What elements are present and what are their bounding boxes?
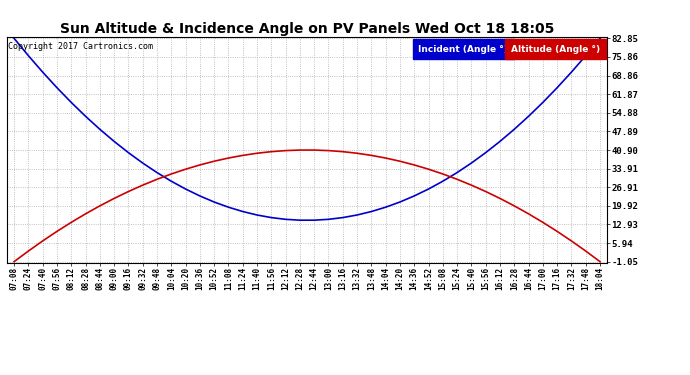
Text: Copyright 2017 Cartronics.com: Copyright 2017 Cartronics.com	[8, 42, 153, 51]
Legend: Incident (Angle °), Altitude (Angle °): Incident (Angle °), Altitude (Angle °)	[415, 42, 602, 56]
Title: Sun Altitude & Incidence Angle on PV Panels Wed Oct 18 18:05: Sun Altitude & Incidence Angle on PV Pan…	[60, 22, 554, 36]
